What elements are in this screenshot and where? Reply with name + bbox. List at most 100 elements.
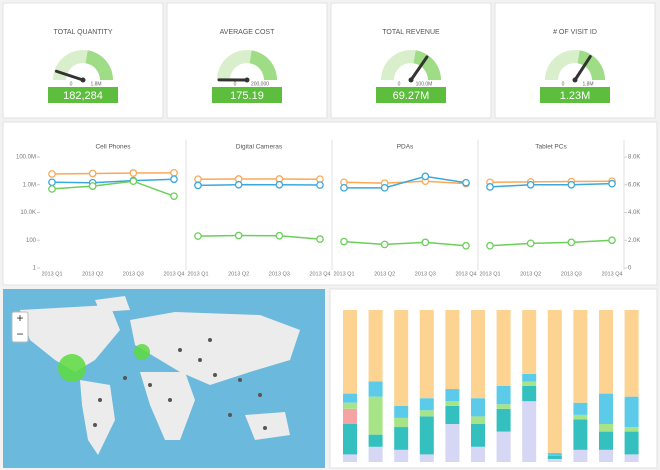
gauge-min: 0 [398,81,401,87]
zoom-out[interactable]: − [16,327,23,341]
gauge-value-box [376,87,446,103]
gauge-hub [244,77,250,83]
bar-segment [573,449,588,462]
bar-segment [599,431,613,450]
data-point [275,231,284,240]
bar-segment [599,449,613,462]
gauge-value: 182,284 [63,90,103,102]
data-point [194,232,202,240]
y-tick-label: 1 [33,266,37,272]
bar-segment [368,381,383,397]
bar-segment [343,424,357,455]
data-point [170,175,178,184]
series-line [489,180,613,184]
zoom-control [11,311,29,343]
data-point [462,178,470,187]
x-tick-label: 2013 Q1 [187,271,208,277]
data-point [48,170,56,178]
gauge-value: 1.23M [560,90,591,102]
bar-segment [599,393,613,424]
series-line [51,178,175,184]
map-bubble [58,354,86,382]
bar-segment [343,402,357,409]
bar-segment [547,458,562,462]
data-point [88,182,97,190]
data-point [234,231,243,240]
gauge-arc [413,50,441,80]
data-point [608,179,616,188]
data-point [316,235,324,244]
bar-segment [573,419,588,450]
y-tick-label: 100 [26,238,37,244]
panel-title: PDAs [397,144,414,151]
data-point [234,180,243,189]
bar-segment [573,310,588,403]
bar-segment [471,310,485,399]
gauge-title: # OF VISIT ID [553,29,597,36]
bar-segment [496,310,511,386]
bar-segment [547,455,562,459]
line-card [2,121,658,286]
bar-segment [368,310,383,382]
bar-segment [496,386,511,405]
series-line [489,182,613,188]
bar-segment [394,417,409,428]
bar-segment [522,386,537,402]
data-point [340,183,348,192]
bar-segment [624,427,639,432]
gauge-value-box [540,87,610,103]
gauge-title: AVERAGE COST [220,29,275,36]
bar-segment [496,404,511,409]
data-point [421,238,430,247]
gauge-hub [80,77,86,83]
bar-segment [599,424,613,432]
data-point [526,180,535,189]
map-dots [93,338,267,430]
data-point [567,238,576,247]
y2-tick-label: 6.0K [628,182,640,188]
x-tick-label: 2013 Q4 [601,271,622,277]
zoom-in[interactable]: + [16,311,23,325]
bar-segment [445,424,460,462]
data-point [380,183,389,192]
bar-segment [573,414,588,420]
series-line [197,184,321,187]
bar-segment [624,431,639,455]
x-tick-label: 2013 Q2 [520,271,541,277]
gauge-arc [85,50,113,80]
bar-segment [368,434,383,447]
x-tick-label: 2013 Q3 [415,271,436,277]
gauge-needle [54,69,85,82]
x-tick-label: 2013 Q1 [41,271,62,277]
data-point [340,237,348,246]
bar-segment [343,310,357,394]
data-point [421,172,430,181]
x-tick-label: 2013 Q1 [479,271,500,277]
bar-segment [445,405,460,424]
y-tick-label: 100.0M [16,155,36,161]
bar-segment [471,446,485,462]
gauge-value: 175.19 [230,90,264,102]
gauge-min: 0 [70,81,73,87]
gauge-max: 100.0M [416,81,433,87]
gauge-max: 1.8M [90,81,101,87]
bar-segment [419,410,434,417]
gauge-min: 0 [562,81,565,87]
x-tick-label: 2013 Q2 [82,271,103,277]
data-point [526,239,535,248]
gauge-min: 0 [234,81,237,87]
x-tick-label: 2013 Q4 [455,271,476,277]
map-bubble [134,344,150,360]
bar-segment [522,310,537,374]
panel-title: Tablet PCs [535,144,567,151]
bar-segment [419,398,434,411]
bar-segment [394,427,409,450]
bar-segment [343,393,357,403]
bar-segment [522,401,537,462]
bar-segment [394,405,409,418]
x-tick-label: 2013 Q3 [561,271,582,277]
panel-title: Cell Phones [95,144,131,151]
x-tick-label: 2013 Q3 [123,271,144,277]
gauge-title: TOTAL QUANTITY [54,29,113,36]
